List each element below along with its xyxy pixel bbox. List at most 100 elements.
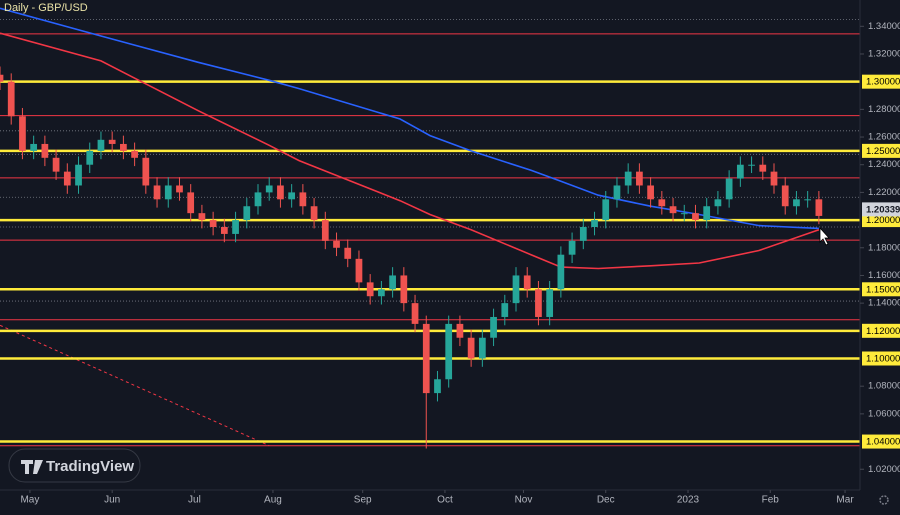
candle-body [467,337,475,359]
candle-body [299,192,307,207]
candle-body [456,323,464,338]
candle-body [63,171,71,186]
moving-average [0,7,819,230]
level-label-box [862,323,900,338]
x-tick-label: Feb [762,495,780,506]
watermark-text: TradingView [46,458,134,475]
level-label-box [862,213,900,228]
x-tick-label: Oct [437,495,453,506]
cursor [819,226,830,246]
level-label: 1.12000 [866,326,900,337]
candle-body [478,337,486,359]
x-tick-label: Mar [836,495,854,506]
level-label: 1.20000 [866,215,900,226]
candle-body [647,185,654,200]
candle-body [254,192,262,207]
level-label-box [862,434,900,449]
candle-body [557,254,565,290]
candle-body [97,139,105,151]
watermark: TradingView [8,448,141,483]
candle-body [546,289,554,317]
candle-body [220,227,228,234]
candle-body [692,213,699,221]
candle-body [378,289,385,297]
y-tick-label: 1.08000 [868,381,900,392]
candle-body [579,227,587,241]
candle-body [366,282,374,297]
watermark-logo [21,460,43,474]
candle-body [131,150,138,158]
candle-body [501,303,509,317]
candle-body [512,275,520,304]
plot-area [0,7,860,449]
candle-body [523,275,531,290]
candle-body [120,143,127,151]
candle-body [7,81,15,117]
level-label-box [862,143,900,158]
y-tick-label: 1.26000 [868,132,900,143]
level-label: 1.25000 [866,146,900,157]
watermark-box [8,448,141,483]
candle-body [344,247,352,259]
candle-body [714,199,722,207]
level-label-box [862,282,900,297]
candle-body [535,289,542,317]
level-label: 1.30000 [866,77,900,88]
candle-body [804,199,812,201]
candle-body [703,206,711,221]
x-tick-label: May [20,495,39,506]
last-price-box [862,202,900,217]
y-tick-label: 1.22000 [868,187,900,198]
y-tick-label: 1.24000 [868,159,900,170]
x-tick-label: Nov [515,495,533,506]
candle-body [613,185,621,200]
candle-body [669,206,677,214]
candle-body [75,164,82,186]
candle-body [310,206,318,221]
moving-average [0,32,820,270]
x-tick-label: Jun [104,495,120,506]
y-tick-label: 1.34000 [868,21,900,32]
level-label: 1.10000 [866,354,900,365]
candle-body [288,192,296,200]
x-tick-label: Sep [354,495,372,506]
candle-body [736,164,744,179]
y-tick-label: 1.06000 [868,408,900,419]
candle-body [19,116,26,151]
candle-body [658,199,666,207]
candle-body [445,323,453,380]
candle-body [636,171,643,186]
candle-body [243,206,251,221]
candle-body [781,185,789,207]
candle-body [198,213,206,221]
candle-body [187,192,195,214]
y-tick-label: 1.14000 [868,298,900,309]
y-tick-label: 1.02000 [868,464,900,475]
candle-body [759,164,767,172]
y-tick-label: 1.18000 [868,242,900,253]
y-tick-label: 1.16000 [868,270,900,281]
settings-icon[interactable] [879,495,889,505]
candle-body [490,316,497,338]
candle-body [277,185,284,200]
y-tick-label: 1.28000 [868,104,900,115]
chart-title: Daily - GBP/USD [4,2,88,14]
y-tick-label: 1.32000 [868,48,900,59]
level-label-box [862,74,900,89]
candle-body [232,220,239,234]
candle-body [624,171,632,186]
level-label: 1.04000 [866,437,900,448]
axes: 1.34000 1.32000 1.28000 1.26000 1.24000 1.220… [20,0,900,506]
candle-body [770,171,778,186]
candle-body [602,199,610,221]
candle-body [568,240,576,255]
candle-body [164,185,172,200]
candle-body [142,157,150,186]
candle-body [0,74,4,82]
x-tick-label: 2023 [677,495,700,506]
candle-body [748,164,755,166]
candle-body [321,220,329,241]
candle-body [108,139,116,144]
candle-body [400,275,408,304]
